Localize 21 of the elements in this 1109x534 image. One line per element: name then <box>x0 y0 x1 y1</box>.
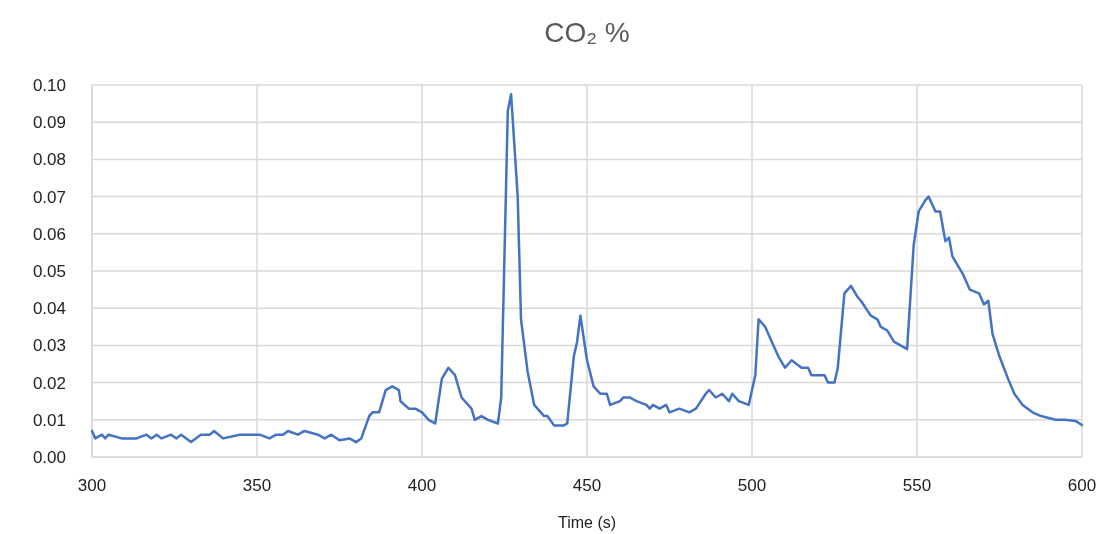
x-tick-label: 350 <box>242 476 272 495</box>
x-tick-label: 300 <box>77 476 107 495</box>
chart-title: CO₂ % <box>544 17 630 48</box>
y-tick-label: 0.03 <box>32 336 66 356</box>
y-tick-label: 0.01 <box>32 410 66 430</box>
y-tick-label: 0.04 <box>32 299 66 319</box>
y-tick-label: 0.10 <box>32 75 66 95</box>
y-tick-label: 0.02 <box>32 373 66 393</box>
x-tick-label: 550 <box>902 476 932 495</box>
x-tick-label: 600 <box>1067 476 1097 495</box>
y-tick-label: 0.06 <box>32 224 66 244</box>
y-tick-label: 0.05 <box>32 261 66 281</box>
y-tick-label: 0.09 <box>32 113 66 133</box>
x-tick-label: 400 <box>407 476 437 495</box>
x-tick-label: 500 <box>737 476 767 495</box>
y-tick-label: 0.07 <box>32 187 66 207</box>
y-tick-label: 0.00 <box>32 447 66 467</box>
x-tick-label: 450 <box>572 476 602 495</box>
line-series <box>90 93 1084 444</box>
y-tick-label: 0.08 <box>32 150 66 170</box>
x-axis-title: Time (s) <box>557 514 617 531</box>
